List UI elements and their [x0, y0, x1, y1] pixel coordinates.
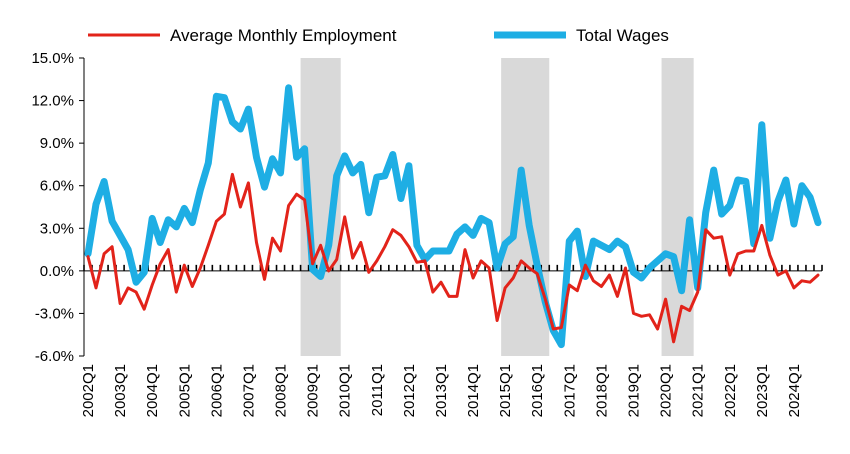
x-tick-label: 2023Q1	[754, 364, 771, 417]
x-tick-label: 2008Q1	[273, 364, 290, 417]
x-tick-label: 2013Q1	[433, 364, 450, 417]
x-tick-label: 2015Q1	[497, 364, 514, 417]
x-tick-label: 2005Q1	[176, 364, 193, 417]
x-tick-label: 2002Q1	[80, 364, 97, 417]
x-tick-label: 2020Q1	[658, 364, 675, 417]
x-tick-label: 2003Q1	[112, 364, 129, 417]
y-tick-label: 15.0%	[31, 50, 74, 67]
y-tick-label: 9.0%	[40, 135, 74, 152]
x-tick-label: 2011Q1	[369, 364, 386, 416]
y-tick-label: -6.0%	[35, 348, 74, 365]
x-tick-label: 2018Q1	[593, 364, 610, 417]
legend-label-wages: Total Wages	[576, 26, 669, 45]
y-tick-label: 0.0%	[40, 263, 74, 280]
x-tick-label: 2021Q1	[690, 364, 707, 417]
x-tick-label: 2019Q1	[625, 364, 642, 417]
x-tick-label: 2014Q1	[465, 364, 482, 417]
x-tick-label: 2004Q1	[144, 364, 161, 417]
x-tick-label: 2017Q1	[561, 364, 578, 417]
x-tick-label: 2009Q1	[305, 364, 322, 417]
x-tick-label: 2016Q1	[529, 364, 546, 417]
x-tick-label: 2012Q1	[401, 364, 418, 417]
y-tick-label: -3.0%	[35, 305, 74, 322]
y-tick-label: 3.0%	[40, 220, 74, 237]
y-tick-label: 12.0%	[31, 93, 74, 110]
legend: Average Monthly Employment Total Wages	[88, 26, 669, 45]
legend-label-employment: Average Monthly Employment	[170, 26, 397, 45]
series-line-wages	[84, 84, 822, 349]
series-lines	[84, 84, 822, 349]
x-tick-label: 2024Q1	[786, 364, 803, 417]
x-tick-label: 2010Q1	[337, 364, 354, 417]
axes: 15.0% 12.0% 9.0% 6.0% 3.0% 0.0% -3.0% -6.0% 2002…	[31, 50, 823, 417]
y-tick-label: 6.0%	[40, 178, 74, 195]
x-tick-label: 2006Q1	[208, 364, 225, 417]
x-tick-label: 2022Q1	[722, 364, 739, 417]
series-line-employment	[86, 172, 820, 344]
x-tick-label: 2007Q1	[240, 364, 257, 417]
